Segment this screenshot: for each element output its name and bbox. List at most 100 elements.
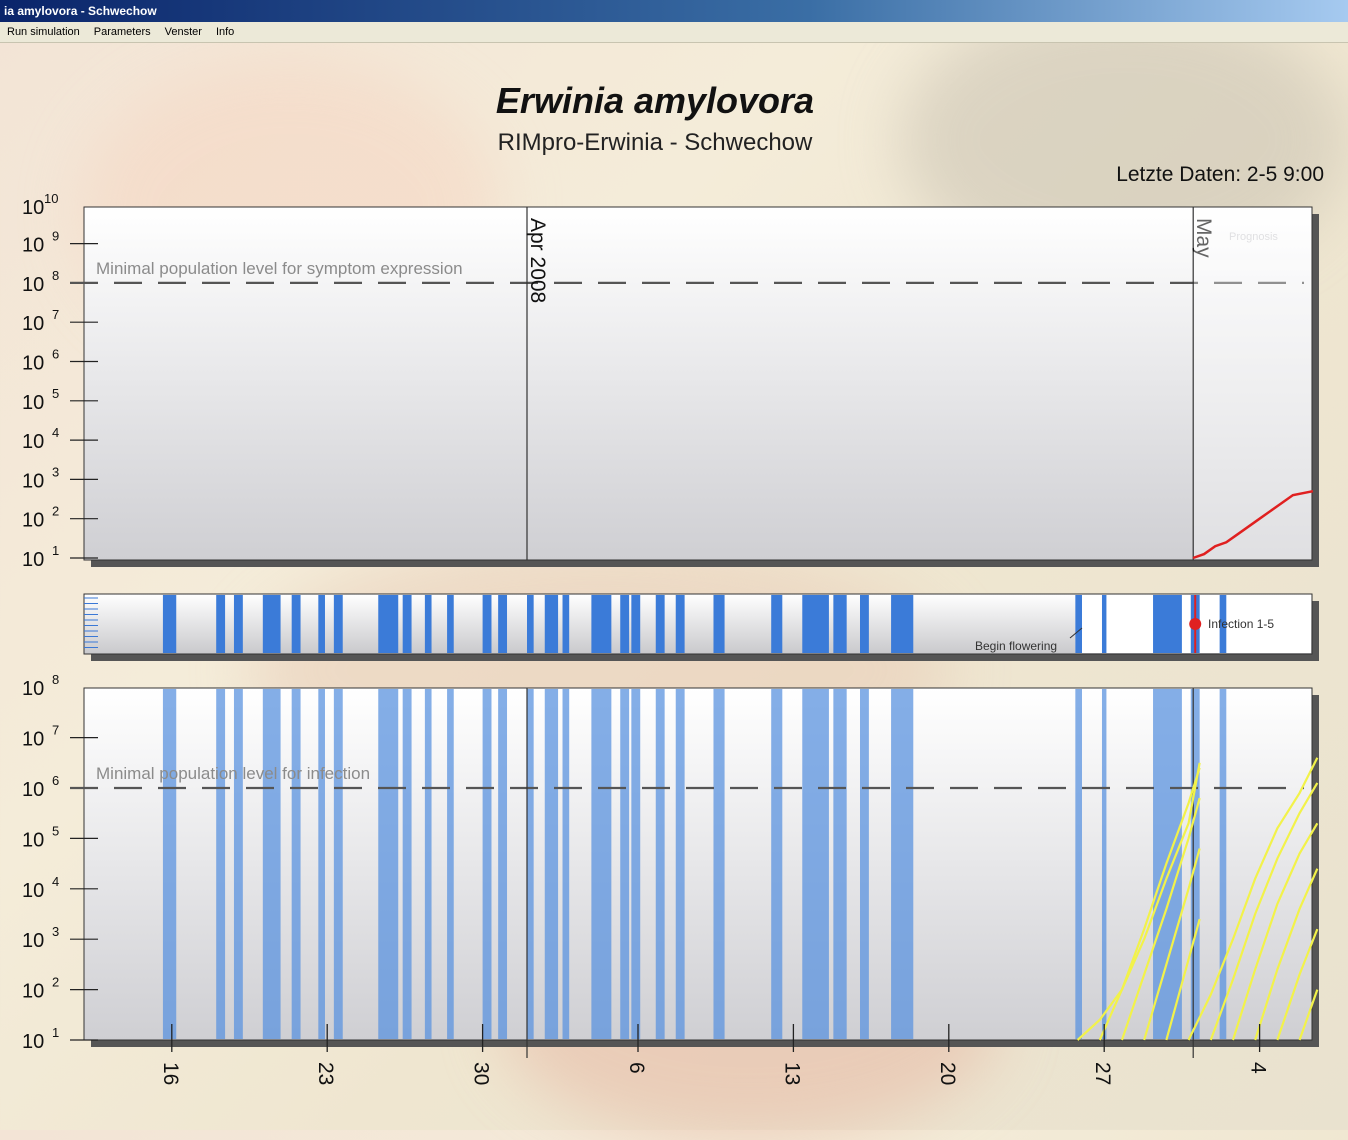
begin-flowering-label: Begin flowering [975,639,1057,653]
y-tick-label: 10 [22,678,44,700]
y-tick-exponent: 3 [52,464,59,479]
y-tick-exponent: 4 [52,874,59,889]
wet-period-band [498,689,508,1039]
wet-period-band [713,689,725,1039]
x-tick-label: 4 [1247,1062,1270,1074]
wet-period-band [216,689,226,1039]
strip-wet-period [333,595,343,653]
x-tick-label: 13 [780,1062,803,1085]
wet-period-band [291,689,301,1039]
y-tick-exponent: 2 [52,504,59,519]
wet-period-band [482,689,492,1039]
strip-wet-period [675,595,685,653]
menu-info[interactable]: Info [215,26,235,38]
infection-curve [1098,767,1201,1041]
strip-wet-period [833,595,847,653]
population-curve [1192,489,1314,560]
infection-event-label: Infection 1-5 [1208,617,1274,631]
wet-period-band [675,689,685,1039]
infection-curve [1165,918,1201,1041]
y-tick-label: 10 [22,470,44,492]
infection-event-dot [1189,618,1202,630]
strip-wet-period [216,595,226,653]
y-tick-label: 10 [22,510,44,532]
x-tick-label: 30 [470,1062,493,1085]
strip-wet-period [860,595,869,653]
y-tick-exponent: 7 [52,307,59,322]
strip-wet-period [1101,595,1107,653]
infection-curve [1076,762,1201,1041]
y-tick-exponent: 7 [52,723,59,738]
infection-curve [1231,822,1319,1041]
y-tick-exponent: 3 [52,924,59,939]
wet-period-band [562,689,570,1039]
wet-period-band [771,689,783,1039]
menu-venster[interactable]: Venster [164,26,202,38]
x-tick-label: 20 [936,1062,959,1085]
bottom-panel [83,687,1313,1041]
y-tick-label: 10 [22,235,44,257]
strip-wet-period [655,595,665,653]
x-tick-label: 27 [1091,1062,1114,1085]
y-tick-exponent: 5 [52,823,59,838]
wet-period-band [378,689,399,1039]
strip-wet-period [378,595,399,653]
y-tick-exponent: 5 [52,386,59,401]
infection-curve [1298,989,1319,1041]
page-title: Erwinia amylovora [495,80,815,121]
menu-run-simulation[interactable]: Run simulation [7,26,80,38]
wet-period-band [402,689,412,1039]
wet-period-band [802,689,829,1039]
infection-curve [1143,848,1201,1041]
strip-wet-period [591,595,612,653]
infection-curve [1120,797,1201,1041]
y-tick-exponent: 6 [52,773,59,788]
strip-wet-period [402,595,412,653]
april-label: Apr 2008 [526,218,549,303]
y-tick-label: 10 [22,930,44,952]
wet-period-band [318,689,325,1039]
strip-wet-period [318,595,325,653]
y-tick-label: 10 [22,353,44,375]
infection-curve [1209,782,1319,1041]
wet-period-band [333,689,343,1039]
strip-wet-period [544,595,559,653]
wet-period-band [162,689,177,1039]
strip-wet-period [771,595,783,653]
wet-period-band [447,689,454,1039]
y-tick-exponent: 1 [52,1025,59,1040]
wet-period-band [833,689,847,1039]
y-tick-label: 10 [22,779,44,801]
y-tick-label: 10 [22,1031,44,1053]
y-tick-exponent: 9 [52,229,59,244]
infection-threshold-label: Minimal population level for infection [96,764,370,783]
infection-curve [1254,868,1319,1041]
wet-period-band [424,689,432,1039]
top-panel [83,206,1313,561]
x-tick-label: 16 [159,1062,182,1085]
strip-wet-period [562,595,570,653]
y-tick-exponent: 1 [52,543,59,558]
strip-wet-period [262,595,281,653]
strip-wet-period [162,595,177,653]
wet-period-band [860,689,869,1039]
menu-bar: Run simulation Parameters Venster Info [0,22,1348,43]
wet-period-band [527,689,534,1039]
y-tick-exponent: 4 [52,425,59,440]
begin-flowering-pointer [1069,627,1083,639]
y-tick-exponent: 2 [52,975,59,990]
infection-curve [1276,928,1319,1041]
y-tick-label: 10 [22,313,44,335]
wet-period-band [591,689,612,1039]
y-tick-exponent: 6 [52,347,59,362]
window-title-bar: ia amylovora - Schwechow [0,0,1348,22]
may-label: May [1192,218,1215,258]
wet-period-band [233,689,243,1039]
last-data-label: Letzte Daten: 2-5 9:00 [1116,163,1324,186]
menu-parameters[interactable]: Parameters [93,26,151,38]
strip-wet-period [498,595,508,653]
wet-period-band [1101,689,1107,1039]
strip-wet-period [1153,595,1182,653]
wet-period-band [655,689,665,1039]
y-tick-exponent: 8 [52,268,59,283]
